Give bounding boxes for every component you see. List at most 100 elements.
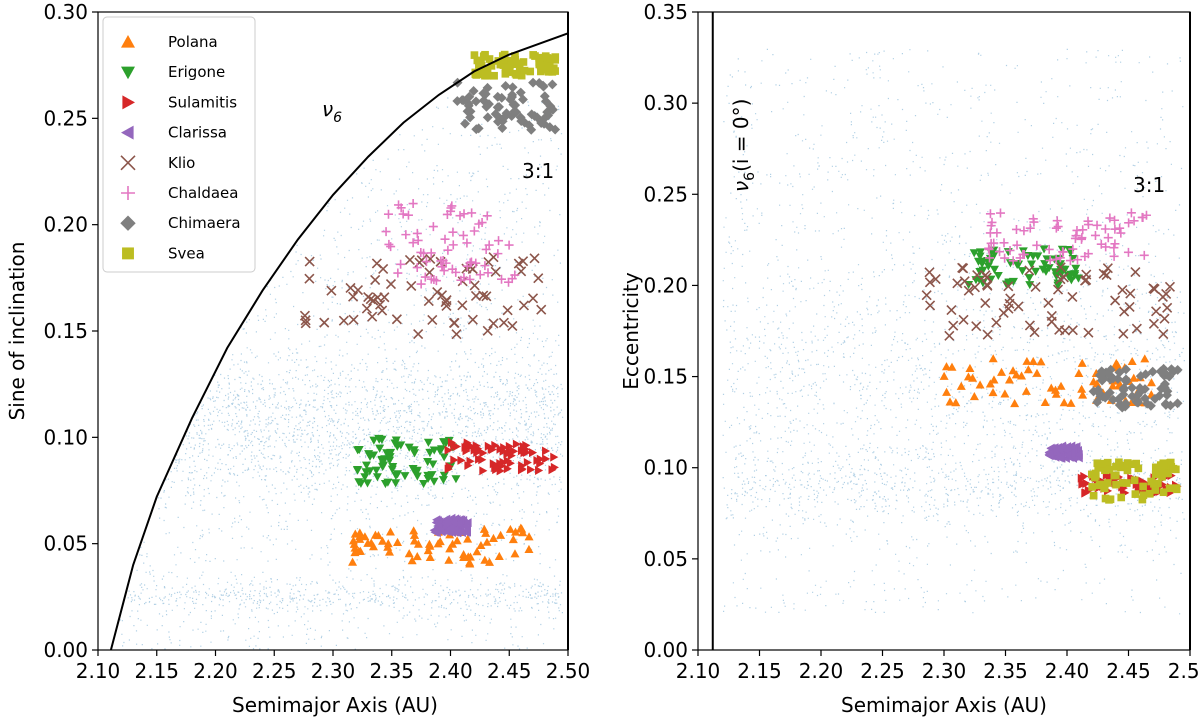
series-sulamitis-left xyxy=(444,438,559,476)
point-chimaera xyxy=(463,100,474,111)
point-klio xyxy=(982,280,993,291)
y-tick-label: 0.05 xyxy=(43,532,88,556)
point-chimaera xyxy=(1135,371,1146,382)
point-klio xyxy=(300,318,311,329)
point-clarissa xyxy=(454,519,463,529)
point-chaldaea xyxy=(393,268,403,278)
point-klio xyxy=(457,300,468,311)
point-polana xyxy=(508,535,518,544)
point-chaldaea xyxy=(447,264,457,274)
point-chaldaea xyxy=(412,263,422,273)
point-chaldaea xyxy=(1065,256,1075,266)
point-chimaera xyxy=(1154,390,1165,401)
point-chaldaea xyxy=(1025,223,1035,233)
y-tick-label: 0.00 xyxy=(43,638,88,662)
point-chaldaea xyxy=(504,277,514,287)
point-chaldaea xyxy=(1123,247,1133,257)
point-erigone xyxy=(363,479,373,488)
x-tick-label: 2.35 xyxy=(983,659,1028,683)
point-sulamitis xyxy=(479,448,488,458)
point-erigone xyxy=(377,457,387,466)
point-klio xyxy=(385,279,397,290)
point-polana xyxy=(510,527,520,536)
point-polana xyxy=(1023,365,1033,374)
point-klio xyxy=(326,285,337,296)
point-sulamitis xyxy=(500,443,509,453)
point-polana xyxy=(1089,377,1099,386)
point-sulamitis xyxy=(535,465,544,475)
point-svea xyxy=(538,65,546,74)
x-tick-label: 2.10 xyxy=(676,659,721,683)
point-erigone xyxy=(993,271,1003,281)
point-sulamitis xyxy=(450,455,459,465)
point-polana xyxy=(985,379,995,388)
point-polana xyxy=(1077,358,1087,367)
point-sulamitis xyxy=(447,438,457,448)
point-chimaera xyxy=(526,124,537,135)
point-klio xyxy=(469,280,480,291)
point-sulamitis xyxy=(463,438,472,448)
point-svea xyxy=(1112,480,1120,489)
point-chimaera xyxy=(1132,390,1143,401)
point-svea xyxy=(1152,469,1161,478)
point-polana xyxy=(459,550,469,559)
point-klio xyxy=(1059,325,1071,336)
point-clarissa xyxy=(1067,448,1076,458)
point-erigone xyxy=(985,254,995,263)
point-klio xyxy=(423,295,434,307)
point-svea xyxy=(480,70,489,79)
point-svea xyxy=(475,61,483,70)
point-chaldaea xyxy=(1019,226,1029,236)
point-chimaera xyxy=(499,112,510,123)
point-klio xyxy=(502,305,513,316)
point-polana xyxy=(496,530,506,539)
point-chimaera xyxy=(1120,375,1131,386)
x-tick-label: 2.25 xyxy=(860,659,905,683)
point-polana xyxy=(368,542,378,551)
point-chimaera xyxy=(1140,369,1151,380)
point-erigone xyxy=(428,460,438,469)
point-erigone xyxy=(429,477,439,486)
point-klio xyxy=(982,329,993,340)
legend-label: Sulamitis xyxy=(168,93,237,111)
point-erigone xyxy=(419,480,429,489)
point-chaldaea xyxy=(467,208,477,218)
point-klio xyxy=(352,285,364,296)
point-chimaera xyxy=(1172,364,1183,375)
point-svea xyxy=(551,53,560,61)
point-svea xyxy=(500,59,508,67)
point-klio xyxy=(372,292,383,303)
point-svea xyxy=(1156,461,1165,469)
point-klio xyxy=(367,311,378,322)
point-sulamitis xyxy=(510,446,519,456)
family-series-left xyxy=(299,50,561,568)
point-polana xyxy=(385,547,395,556)
legend-label: Klio xyxy=(168,154,195,172)
point-svea xyxy=(1145,489,1154,498)
point-chaldaea xyxy=(1124,218,1134,228)
point-svea xyxy=(473,56,482,65)
legend: Polana Erigone Sulamitis Clarissa Klio Chalda… xyxy=(102,16,256,273)
point-chaldaea xyxy=(381,227,391,237)
point-clarissa xyxy=(1063,450,1072,460)
point-chaldaea xyxy=(446,203,456,213)
point-svea xyxy=(1103,458,1112,467)
series-clarissa-right xyxy=(1044,441,1083,463)
point-polana xyxy=(488,533,498,542)
point-chimaera xyxy=(528,77,539,88)
point-sulamitis xyxy=(478,455,487,465)
point-chimaera xyxy=(1172,398,1183,409)
point-chaldaea xyxy=(398,209,408,219)
point-erigone xyxy=(423,438,433,447)
point-chaldaea xyxy=(383,209,393,219)
point-erigone xyxy=(372,473,382,482)
point-clarissa xyxy=(449,517,458,527)
point-klio xyxy=(427,314,438,325)
point-chimaera xyxy=(1112,373,1123,384)
point-polana xyxy=(524,544,534,553)
point-erigone xyxy=(411,469,421,478)
point-polana xyxy=(444,555,454,564)
point-chaldaea xyxy=(419,248,429,258)
point-sulamitis xyxy=(464,460,473,470)
point-erigone xyxy=(451,475,461,484)
